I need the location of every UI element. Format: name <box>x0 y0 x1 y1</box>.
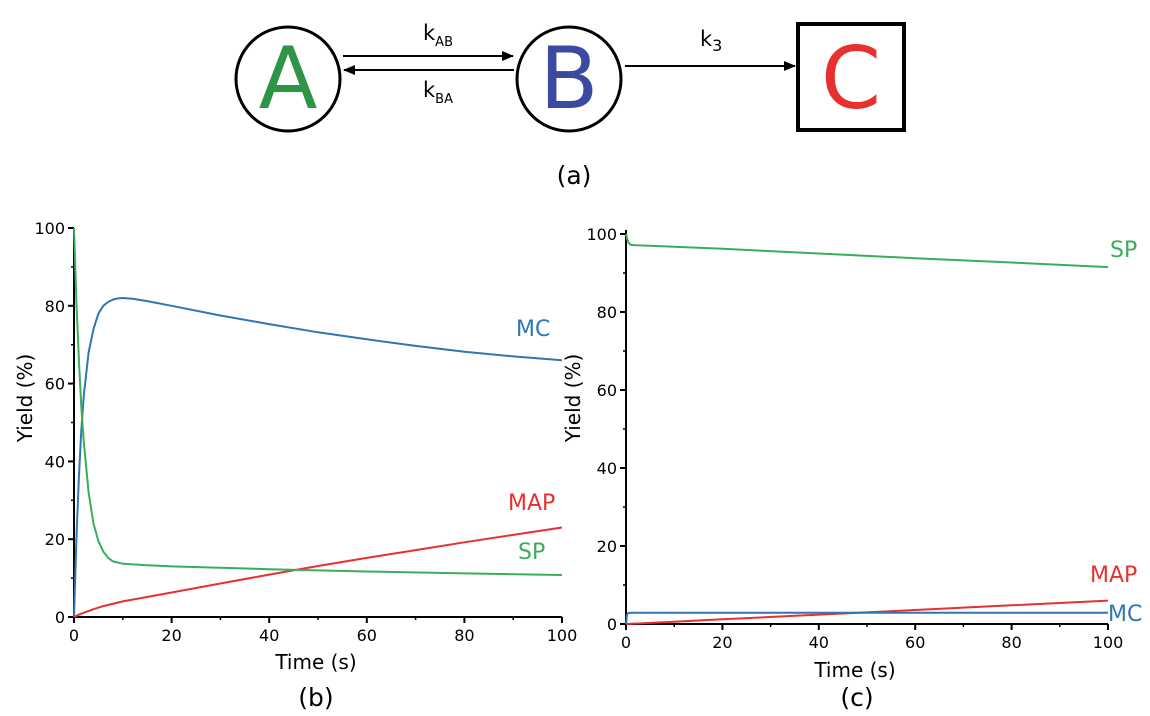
series-line-map <box>73 526 563 618</box>
y-tick-label: 0 <box>607 615 617 634</box>
x-tick-label: 0 <box>621 633 631 652</box>
x-tick-label: 100 <box>547 626 578 645</box>
series-line-sp <box>73 227 563 576</box>
chart-c: 0 20 40 60 80 100 0 20 40 60 80 100 SP MAP MC Time (s… <box>561 225 1142 712</box>
y-tick-label: 20 <box>45 530 65 549</box>
y-tick-label: 80 <box>597 303 617 322</box>
x-tick-label: 40 <box>259 626 279 645</box>
y-axis-title: Yield (%) <box>13 354 37 444</box>
series-label-map: MAP <box>1090 563 1137 588</box>
x-tick-label: 80 <box>1001 633 1021 652</box>
x-tick-label: 100 <box>1093 633 1124 652</box>
node-c-label: C <box>821 29 881 129</box>
x-tick-label: 20 <box>161 626 181 645</box>
y-tick-label: 40 <box>597 459 617 478</box>
series-label-mc: MC <box>1108 602 1142 627</box>
rate-kab: kAB <box>423 21 453 50</box>
x-tick-label: 80 <box>454 626 474 645</box>
series-label-sp: SP <box>1110 238 1137 263</box>
y-tick-label: 0 <box>55 608 65 627</box>
y-tick-label: 20 <box>597 537 617 556</box>
x-tick-label: 60 <box>357 626 377 645</box>
x-tick-label: 20 <box>712 633 732 652</box>
series-label-map: MAP <box>508 491 555 516</box>
caption-a: (a) <box>557 161 592 190</box>
y-tick-label: 60 <box>597 381 617 400</box>
series-line-sp <box>625 233 1109 269</box>
reaction-scheme: A B C kAB kBA k3 (a) <box>234 21 906 190</box>
y-tick-label: 80 <box>45 297 65 316</box>
y-axis-title: Yield (%) <box>561 354 585 444</box>
node-c-box <box>796 22 906 132</box>
x-axis-title: Time (s) <box>274 650 356 674</box>
x-axis-title: Time (s) <box>813 658 895 682</box>
node-a-circle <box>234 25 342 133</box>
x-tick-label: 0 <box>69 626 79 645</box>
chart-b: 0 20 40 60 80 100 0 20 40 60 80 100 MC MAP SP Time (s… <box>13 219 577 712</box>
series-line-map <box>625 599 1109 625</box>
node-b-label: B <box>540 29 599 129</box>
series-line-mc <box>73 297 563 618</box>
caption-c: (c) <box>840 683 873 712</box>
caption-b: (b) <box>298 683 333 712</box>
series-label-sp: SP <box>518 540 545 565</box>
x-tick-label: 60 <box>905 633 925 652</box>
y-tick-label: 40 <box>45 452 65 471</box>
node-a-label: A <box>259 29 318 129</box>
y-tick-label: 60 <box>45 375 65 394</box>
node-b-circle <box>515 25 623 133</box>
series-line-mc <box>625 611 1108 625</box>
series-label-mc: MC <box>516 317 550 342</box>
y-tick-label: 100 <box>586 225 617 244</box>
x-tick-label: 40 <box>809 633 829 652</box>
rate-k3: k3 <box>700 27 722 55</box>
y-tick-label: 100 <box>34 219 65 238</box>
rate-kba: kBA <box>423 78 453 107</box>
